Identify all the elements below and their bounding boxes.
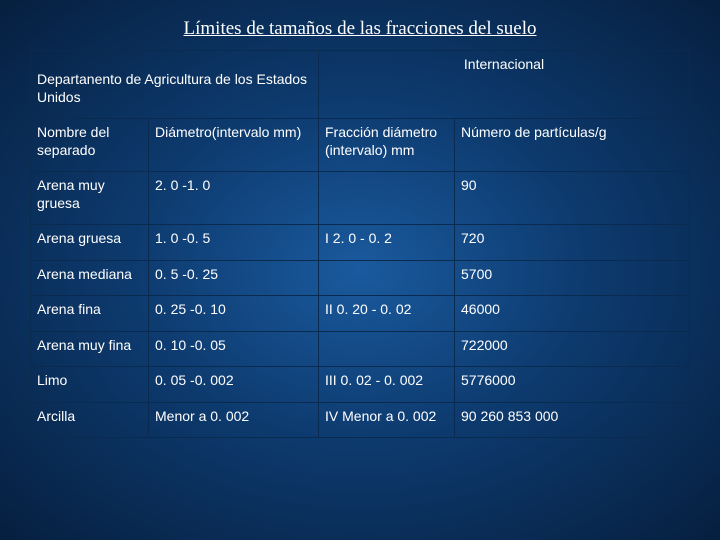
- cell-name: Arena mediana: [31, 260, 149, 296]
- cell-num: 720: [455, 225, 690, 261]
- cell-frac: [319, 172, 455, 225]
- page-title: Límites de tamaños de las fracciones del…: [30, 18, 690, 40]
- cell-name: Arena gruesa: [31, 225, 149, 261]
- table-row: Arena gruesa 1. 0 -0. 5 I 2. 0 - 0. 2 72…: [31, 225, 690, 261]
- cell-diam: 2. 0 -1. 0: [149, 172, 319, 225]
- cell-frac: III 0. 02 - 0. 002: [319, 367, 455, 403]
- header-right: Internacional: [319, 51, 690, 119]
- cell-diam: 1. 0 -0. 5: [149, 225, 319, 261]
- cell-diam: 0. 05 -0. 002: [149, 367, 319, 403]
- cell-num: 46000: [455, 296, 690, 332]
- table-row: Arena muy gruesa 2. 0 -1. 0 90: [31, 172, 690, 225]
- cell-num: 90 260 853 000: [455, 402, 690, 438]
- table-row: Arena mediana 0. 5 -0. 25 5700: [31, 260, 690, 296]
- table-row: Arena fina 0. 25 -0. 10 II 0. 20 - 0. 02…: [31, 296, 690, 332]
- cell-frac: II 0. 20 - 0. 02: [319, 296, 455, 332]
- cell-name: Limo: [31, 367, 149, 403]
- table-row: Limo 0. 05 -0. 002 III 0. 02 - 0. 002 57…: [31, 367, 690, 403]
- cell-frac: IV Menor a 0. 002: [319, 402, 455, 438]
- header-row-2: Nombre del separado Diámetro(intervalo m…: [31, 119, 690, 172]
- cell-name: Arcilla: [31, 402, 149, 438]
- cell-diam: 0. 10 -0. 05: [149, 331, 319, 367]
- cell-frac: [319, 331, 455, 367]
- header-left: Departanento de Agricultura de los Estad…: [31, 51, 319, 119]
- cell-frac: I 2. 0 - 0. 2: [319, 225, 455, 261]
- col-header-num: Número de partículas/g: [455, 119, 690, 172]
- cell-name: Arena muy gruesa: [31, 172, 149, 225]
- cell-num: 90: [455, 172, 690, 225]
- table-row: Arena muy fina 0. 10 -0. 05 722000: [31, 331, 690, 367]
- col-header-diam: Diámetro(intervalo mm): [149, 119, 319, 172]
- cell-num: 5776000: [455, 367, 690, 403]
- cell-name: Arena fina: [31, 296, 149, 332]
- col-header-name: Nombre del separado: [31, 119, 149, 172]
- cell-diam: 0. 25 -0. 10: [149, 296, 319, 332]
- table-row: Arcilla Menor a 0. 002 IV Menor a 0. 002…: [31, 402, 690, 438]
- cell-num: 5700: [455, 260, 690, 296]
- col-header-frac: Fracción diámetro (intervalo) mm: [319, 119, 455, 172]
- cell-diam: Menor a 0. 002: [149, 402, 319, 438]
- header-row-1: Departanento de Agricultura de los Estad…: [31, 51, 690, 119]
- soil-fractions-table: Departanento de Agricultura de los Estad…: [30, 50, 690, 438]
- cell-frac: [319, 260, 455, 296]
- cell-num: 722000: [455, 331, 690, 367]
- cell-diam: 0. 5 -0. 25: [149, 260, 319, 296]
- cell-name: Arena muy fina: [31, 331, 149, 367]
